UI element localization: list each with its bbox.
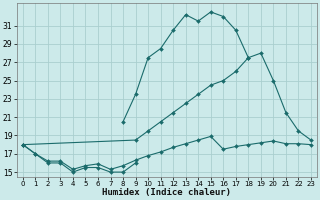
X-axis label: Humidex (Indice chaleur): Humidex (Indice chaleur) [102, 188, 231, 197]
